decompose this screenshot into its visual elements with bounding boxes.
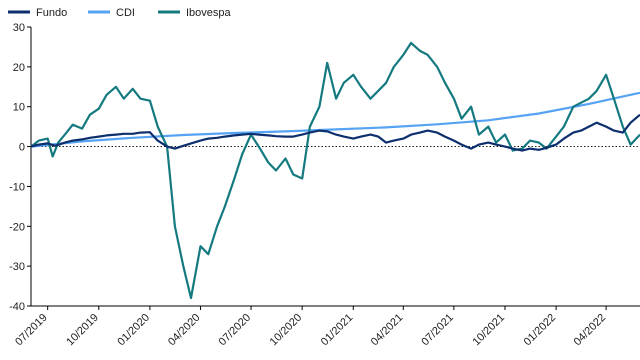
x-tick-label: 10/2019	[64, 312, 101, 349]
x-tick-label: 01/2020	[115, 312, 152, 349]
y-tick-label: 20	[13, 62, 25, 74]
series-line-fundo	[30, 113, 640, 152]
x-tick-label: 07/2021	[419, 312, 456, 349]
y-tick-label: -30	[9, 261, 25, 273]
y-tick-label: 10	[13, 102, 25, 114]
x-tick-label: 04/2022	[572, 312, 609, 349]
series-layer	[30, 41, 640, 300]
legend-label: CDI	[116, 7, 135, 19]
y-axis: 30 20 10 0 -10 -20 -30 -40	[9, 22, 640, 313]
legend-label: Ibovespa	[186, 7, 232, 19]
y-tick-label: -40	[9, 301, 25, 313]
x-tick-label: 01/2021	[319, 312, 356, 349]
x-tick-label: 07/2019	[13, 312, 50, 349]
x-tick-label: 04/2021	[369, 312, 406, 349]
legend-label: Fundo	[36, 7, 67, 19]
x-tick-label: 10/2020	[268, 312, 305, 349]
y-tick-label: 0	[19, 142, 25, 154]
y-tick-label: -10	[9, 181, 25, 193]
x-tick-label: 10/2021	[470, 312, 507, 349]
x-axis: 07/2019 10/2019 01/2020 04/2020 07/2020 10/20…	[13, 305, 640, 349]
x-tick-label: 01/2022	[522, 312, 559, 349]
legend: Fundo CDI Ibovespa	[8, 7, 232, 19]
y-tick-label: -20	[9, 221, 25, 233]
series-line-cdi	[30, 91, 640, 148]
x-tick-label: 07/2020	[217, 312, 254, 349]
y-tick-label: 30	[13, 22, 25, 34]
series-line-ibovespa	[30, 41, 640, 300]
x-tick-label: 04/2020	[166, 312, 203, 349]
